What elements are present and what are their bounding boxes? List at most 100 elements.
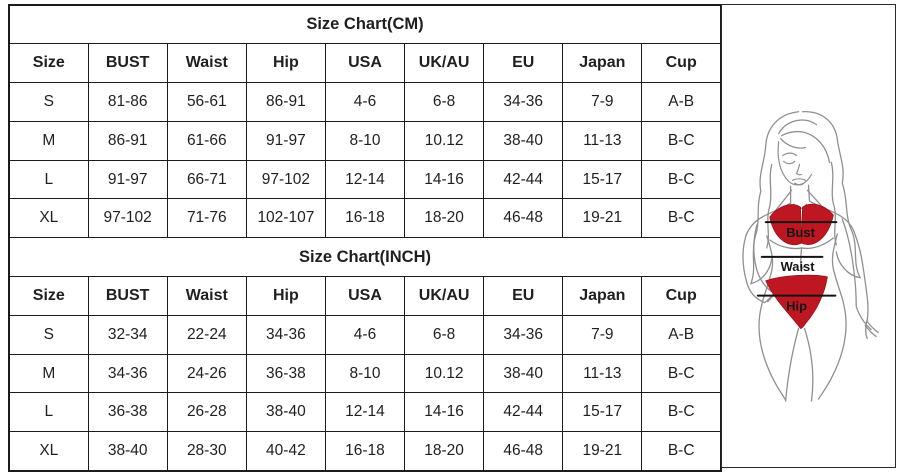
table-cell: 34-36 bbox=[483, 314, 564, 355]
table-cell: 38-40 bbox=[87, 431, 168, 472]
bikini-bottom bbox=[765, 274, 828, 329]
table-cell: L bbox=[8, 159, 89, 200]
table-cell: 40-42 bbox=[245, 431, 326, 472]
measurement-lines bbox=[756, 221, 838, 297]
table-cell: 15-17 bbox=[562, 159, 643, 200]
table-cell: 71-76 bbox=[166, 198, 247, 239]
table-cell: 22-24 bbox=[166, 314, 247, 355]
table-cell: 16-18 bbox=[324, 431, 406, 472]
table-cell: 81-86 bbox=[87, 82, 168, 122]
face-lines bbox=[777, 140, 813, 186]
header-row: Size BUST Waist Hip USA UK/AU EU Japan Cup bbox=[8, 276, 722, 316]
table-cell: XL bbox=[8, 431, 89, 472]
table-cell: 36-38 bbox=[87, 392, 168, 433]
table-cell: 28-30 bbox=[166, 431, 247, 472]
table-cell: 12-14 bbox=[324, 159, 406, 200]
table-cell: 56-61 bbox=[166, 82, 247, 122]
table-cell: B-C bbox=[641, 159, 722, 200]
table-cell: 32-34 bbox=[87, 314, 168, 355]
table-cell: 7-9 bbox=[562, 82, 643, 122]
table-cell: 14-16 bbox=[404, 159, 485, 200]
hip-label: Hip bbox=[786, 299, 807, 314]
table-cell: 102-107 bbox=[245, 198, 326, 239]
table-cell: 38-40 bbox=[245, 392, 326, 433]
table-cell: 4-6 bbox=[324, 314, 406, 355]
table-cell: 86-91 bbox=[245, 82, 326, 122]
table-cell: 7-9 bbox=[562, 314, 643, 355]
bust-label: Bust bbox=[786, 225, 815, 240]
bikini-shapes bbox=[765, 203, 834, 329]
bikini-top-right-cup bbox=[801, 203, 834, 245]
table-cell: 34-36 bbox=[245, 314, 326, 355]
table-row: L 91-97 66-71 97-102 12-14 14-16 42-44 15-17 B-C bbox=[8, 159, 722, 200]
table-row: S 32-34 22-24 34-36 4-6 6-8 34-36 7-9 A-B bbox=[8, 314, 722, 355]
column-header: EU bbox=[483, 43, 564, 84]
column-header: Waist bbox=[166, 43, 247, 84]
column-header: Hip bbox=[245, 43, 326, 84]
column-header: Size bbox=[8, 276, 89, 316]
table-cell: 14-16 bbox=[404, 392, 485, 433]
column-header: Hip bbox=[245, 276, 326, 316]
table-cell: M bbox=[8, 353, 89, 394]
table-title-row: Size Chart(CM) bbox=[8, 4, 722, 45]
table-cell: 38-40 bbox=[483, 120, 564, 161]
table-cell: 36-38 bbox=[245, 353, 326, 394]
table-cell: B-C bbox=[641, 120, 722, 161]
table-cell: 91-97 bbox=[87, 159, 168, 200]
table-cell: 97-102 bbox=[87, 198, 168, 239]
bikini-top-left-cup bbox=[769, 204, 802, 246]
table-title: Size Chart(CM) bbox=[8, 4, 722, 45]
table-cell: S bbox=[8, 82, 89, 122]
table-cell: M bbox=[8, 120, 89, 161]
table-cell: A-B bbox=[641, 82, 722, 122]
column-header: USA bbox=[324, 276, 406, 316]
table-title-row: Size Chart(INCH) bbox=[8, 237, 722, 278]
table-cell: 15-17 bbox=[562, 392, 643, 433]
column-header: Cup bbox=[641, 43, 722, 84]
size-guide-figure-box: Bust Waist Hip bbox=[721, 4, 896, 468]
table-cell: L bbox=[8, 392, 89, 433]
table-row: L 36-38 26-28 38-40 12-14 14-16 42-44 15-17 B-C bbox=[8, 392, 722, 433]
table-row: S 81-86 56-61 86-91 4-6 6-8 34-36 7-9 A-B bbox=[8, 82, 722, 122]
table-cell: B-C bbox=[641, 431, 722, 472]
column-header: BUST bbox=[87, 276, 168, 316]
table-cell: 42-44 bbox=[483, 159, 564, 200]
table-cell: B-C bbox=[641, 198, 722, 239]
table-row: M 34-36 24-26 36-38 8-10 10.12 38-40 11-13 B-C bbox=[8, 353, 722, 394]
column-header: UK/AU bbox=[404, 43, 485, 84]
table-cell: 18-20 bbox=[404, 198, 485, 239]
hair-lines bbox=[750, 111, 861, 285]
table-cell: 6-8 bbox=[404, 82, 485, 122]
table-cell: 24-26 bbox=[166, 353, 247, 394]
table-cell: 97-102 bbox=[245, 159, 326, 200]
size-chart-tbody: Size Chart(CM) Size BUST Waist Hip USA UK/AU EU… bbox=[8, 4, 722, 472]
table-cell: 11-13 bbox=[562, 120, 643, 161]
table-cell: 46-48 bbox=[483, 431, 564, 472]
table-cell: 10.12 bbox=[404, 353, 485, 394]
table-row: XL 38-40 28-30 40-42 16-18 18-20 46-48 19-21 B-C bbox=[8, 431, 722, 472]
table-cell: 19-21 bbox=[562, 198, 643, 239]
table-cell: 38-40 bbox=[483, 353, 564, 394]
table-cell: 6-8 bbox=[404, 314, 485, 355]
table-title: Size Chart(INCH) bbox=[8, 237, 722, 278]
size-chart-table: Size Chart(CM) Size BUST Waist Hip USA UK/AU EU… bbox=[8, 4, 722, 472]
table-cell: 46-48 bbox=[483, 198, 564, 239]
table-cell: S bbox=[8, 314, 89, 355]
column-header: Size bbox=[8, 43, 89, 84]
table-cell: 8-10 bbox=[324, 353, 406, 394]
column-header: Japan bbox=[562, 276, 643, 316]
column-header: BUST bbox=[87, 43, 168, 84]
body-lines bbox=[742, 184, 879, 402]
column-header: UK/AU bbox=[404, 276, 485, 316]
column-header: USA bbox=[324, 43, 406, 84]
table-cell: 34-36 bbox=[483, 82, 564, 122]
table-cell: 18-20 bbox=[404, 431, 485, 472]
table-cell: 61-66 bbox=[166, 120, 247, 161]
table-row: M 86-91 61-66 91-97 8-10 10.12 38-40 11-13 B-C bbox=[8, 120, 722, 161]
column-header: EU bbox=[483, 276, 564, 316]
table-cell: 10.12 bbox=[404, 120, 485, 161]
table-cell: 26-28 bbox=[166, 392, 247, 433]
table-cell: 91-97 bbox=[245, 120, 326, 161]
table-cell: 19-21 bbox=[562, 431, 643, 472]
table-row: XL 97-102 71-76 102-107 16-18 18-20 46-48 19-21… bbox=[8, 198, 722, 239]
